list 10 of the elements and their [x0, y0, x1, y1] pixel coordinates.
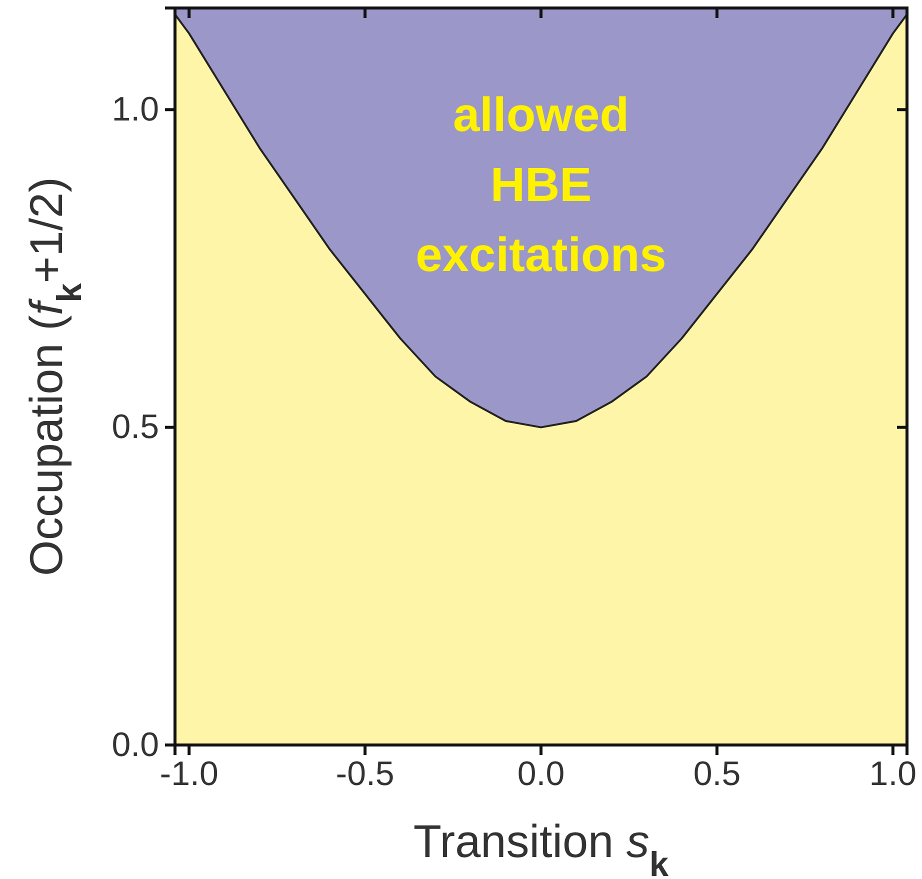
x-tick-label: 1.0	[869, 755, 917, 794]
y-tick-label: 0.5	[112, 408, 159, 446]
y-tick-label: 0.0	[112, 726, 159, 764]
x-axis-title: Transition s$_{k}$	[413, 815, 670, 879]
x-tick-label: 0.5	[693, 755, 741, 794]
x-tick-label: -0.5	[336, 755, 394, 794]
x-tick-label: -1.0	[160, 755, 218, 794]
x-tick-label: 0.0	[517, 755, 565, 794]
annotation: allowed HBE excitations	[416, 88, 666, 282]
y-tick-label: 1.0	[112, 90, 159, 129]
